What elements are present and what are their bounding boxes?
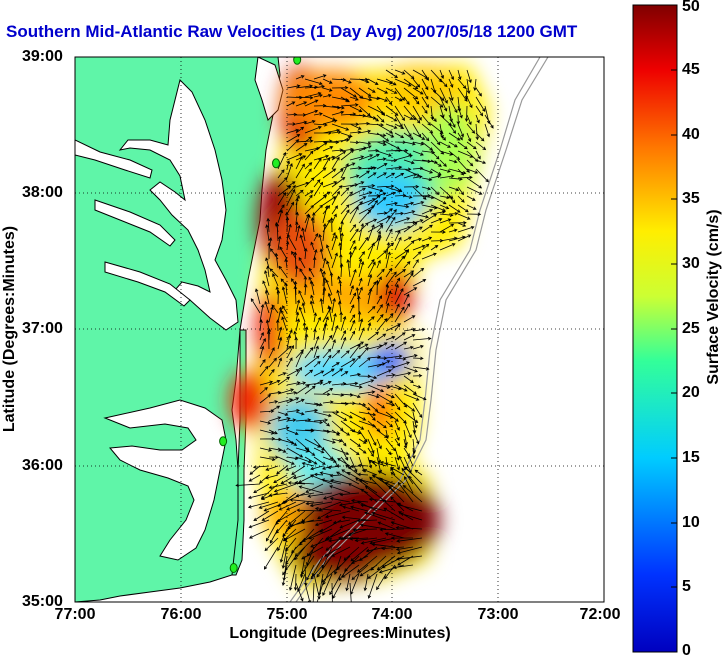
station-marker — [229, 562, 238, 573]
york-james-river — [104, 261, 191, 307]
colorbar-tick-label: 15 — [682, 449, 700, 466]
colorbar-label: Surface Velocity (cm/s) — [705, 209, 722, 385]
y-axis-label: Latitude (Degrees:Minutes) — [1, 225, 18, 433]
x-tick-label: 75:00 — [266, 606, 308, 623]
station-marker — [219, 436, 228, 447]
y-tick-label: 36:00 — [22, 457, 63, 474]
bathymetry-contour — [289, 57, 541, 602]
colorbar-tick-label: 25 — [682, 320, 700, 337]
colorbar-ticks — [671, 69, 677, 588]
station-marker — [293, 57, 302, 65]
colorbar-tick-label: 10 — [682, 514, 700, 531]
x-tick-label: 72:00 — [579, 606, 621, 623]
y-tick-label: 38:00 — [22, 184, 63, 201]
rappahannock-river — [94, 199, 176, 247]
y-tick-label: 35:00 — [22, 593, 63, 610]
land-mass — [75, 57, 281, 602]
colorbar-tick-label: 20 — [682, 384, 700, 401]
x-tick-label: 77:00 — [54, 606, 96, 623]
colorbar-tick-label: 50 — [682, 0, 700, 15]
potomac-river — [75, 139, 153, 179]
map-title: Southern Mid-Atlantic Raw Velocities (1 … — [6, 22, 578, 41]
x-tick-label: 74:00 — [371, 606, 413, 623]
delaware-bay — [254, 57, 284, 121]
x-tick-label: 73:00 — [477, 606, 519, 623]
x-axis-label: Longitude (Degrees:Minutes) — [229, 625, 451, 642]
y-tick-label: 37:00 — [22, 320, 63, 337]
colorbar-tick-label: 40 — [682, 126, 700, 143]
plot-frame — [74, 56, 605, 603]
colorbar-tick-label: 45 — [682, 61, 700, 78]
station-marker — [272, 158, 281, 169]
y-tick-label: 39:00 — [22, 48, 63, 65]
chesapeake-bay — [118, 79, 239, 331]
pamlico-sound — [103, 399, 227, 561]
x-tick-label: 76:00 — [160, 606, 202, 623]
grid-lines — [75, 57, 604, 602]
colorbar-tick-label: 30 — [682, 255, 700, 272]
colorbar-tick-label: 35 — [682, 190, 700, 207]
colorbar-tick-label: 0 — [682, 642, 691, 659]
colorbar-tick-label: 5 — [682, 578, 691, 595]
station-markers — [219, 57, 302, 573]
colorbar — [632, 4, 678, 653]
